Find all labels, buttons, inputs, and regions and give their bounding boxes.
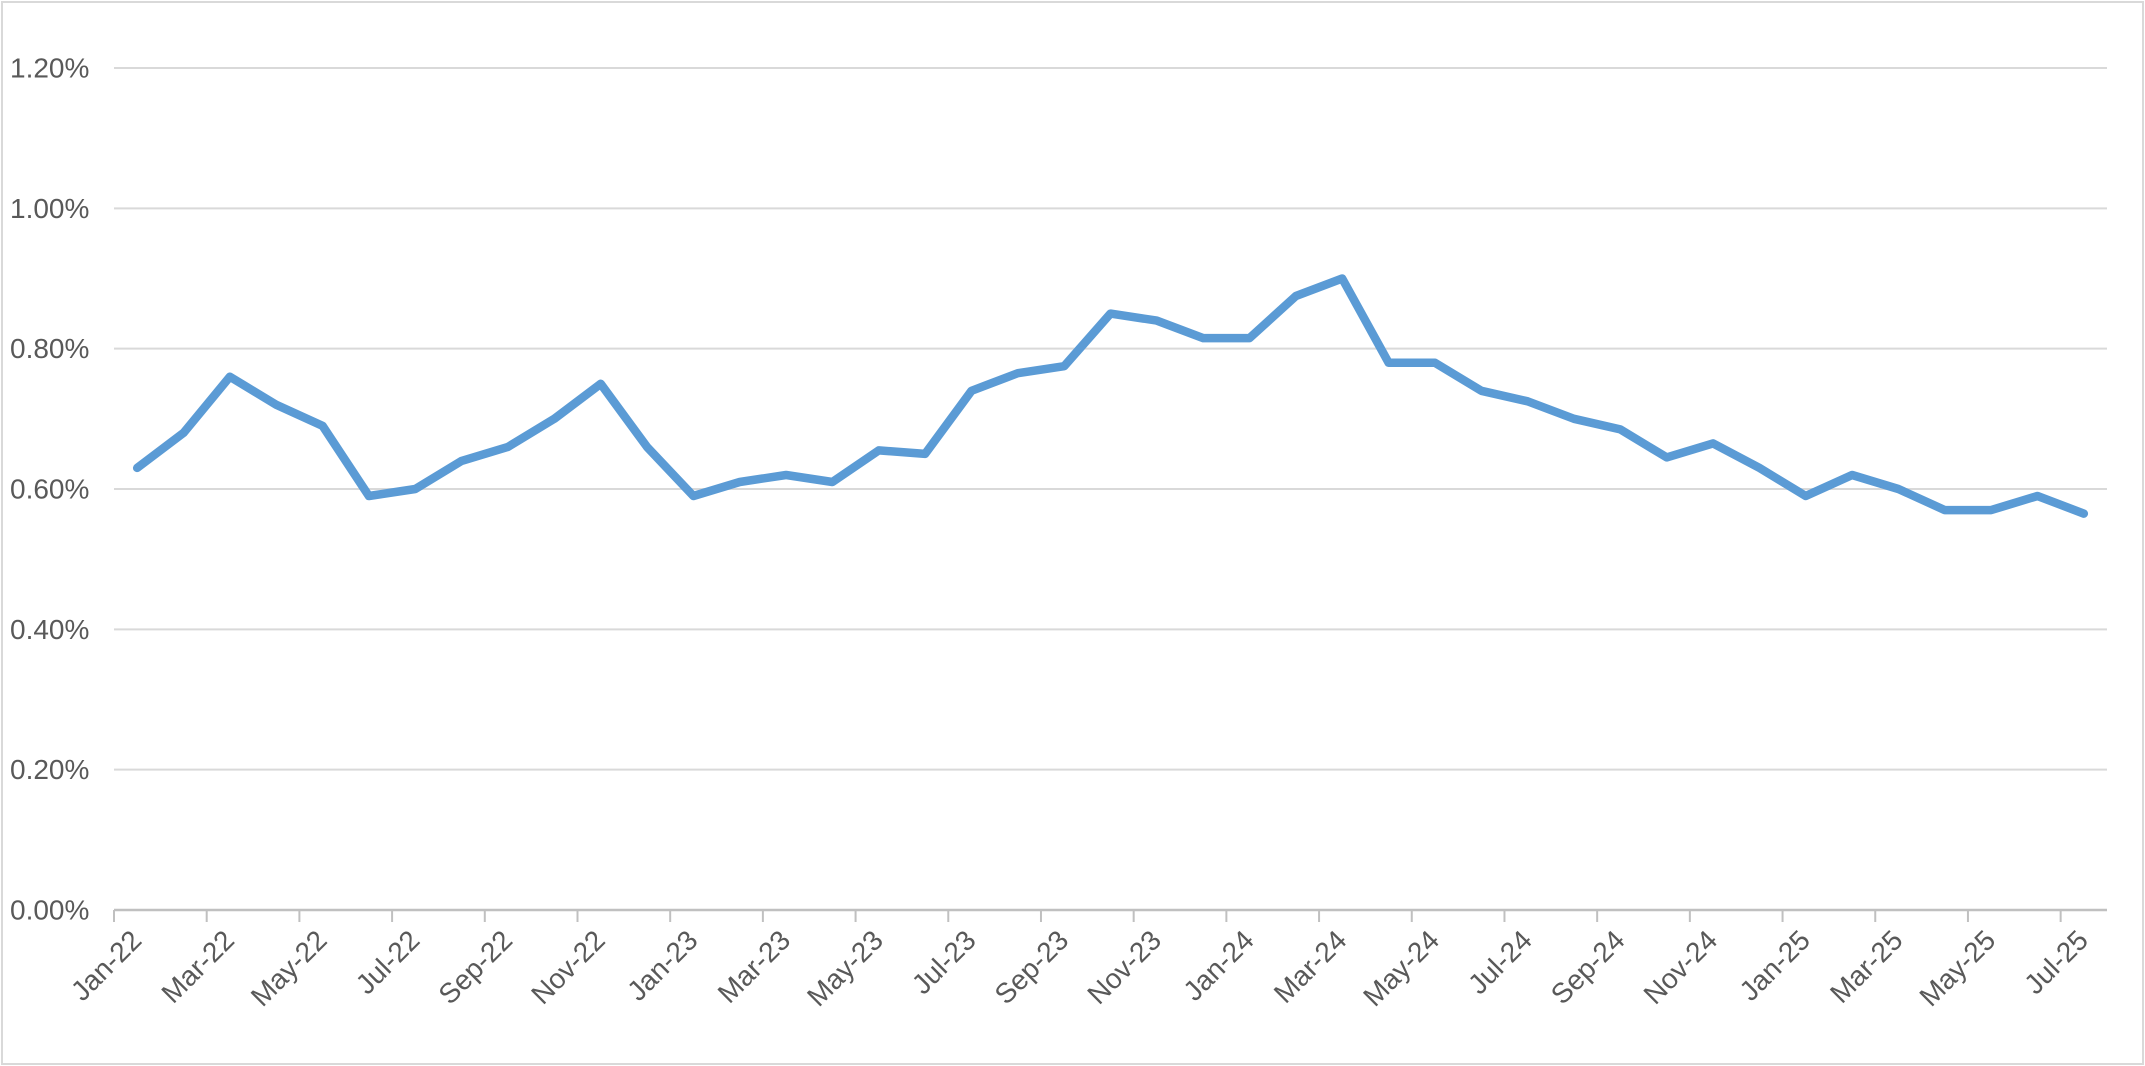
- y-axis-label: 0.20%: [10, 754, 89, 785]
- y-axis-label: 0.60%: [10, 474, 89, 505]
- x-axis-label: Mar-24: [1268, 924, 1353, 1009]
- x-axis-label: May-24: [1357, 924, 1445, 1012]
- x-axis-label: May-22: [245, 924, 333, 1012]
- y-axis-label: 0.80%: [10, 333, 89, 364]
- x-axis-label: Nov-22: [525, 924, 611, 1010]
- y-axis-label: 1.20%: [10, 53, 89, 84]
- series-line: [132, 274, 2089, 518]
- x-axis-label: Sep-24: [1545, 924, 1631, 1010]
- x-axis-label: Mar-23: [712, 924, 797, 1009]
- y-axis-label: 1.00%: [10, 193, 89, 224]
- y-axis-label: 0.00%: [10, 895, 89, 926]
- x-axis-label: Mar-22: [155, 924, 240, 1009]
- y-axis-label: 0.40%: [10, 614, 89, 645]
- x-axis-label: Nov-24: [1638, 924, 1724, 1010]
- x-axis-label: Jan-22: [65, 924, 147, 1006]
- x-axis-label: May-23: [801, 924, 889, 1012]
- x-axis-label: Jan-25: [1734, 924, 1816, 1006]
- x-axis-label: Sep-22: [432, 924, 518, 1010]
- x-axis-label: Sep-23: [989, 924, 1075, 1010]
- x-axis-label: May-25: [1913, 924, 2001, 1012]
- x-axis-label: Jul-23: [906, 924, 982, 1000]
- x-axis-label: Jan-24: [1177, 924, 1259, 1006]
- x-axis-label: Jul-24: [1462, 924, 1538, 1000]
- x-axis-label: Mar-25: [1824, 924, 1909, 1009]
- x-axis-label: Nov-23: [1081, 924, 1167, 1010]
- x-axis-label: Jul-22: [350, 924, 426, 1000]
- x-axis-label: Jan-23: [621, 924, 703, 1006]
- x-axis-label: Jul-25: [2018, 924, 2094, 1000]
